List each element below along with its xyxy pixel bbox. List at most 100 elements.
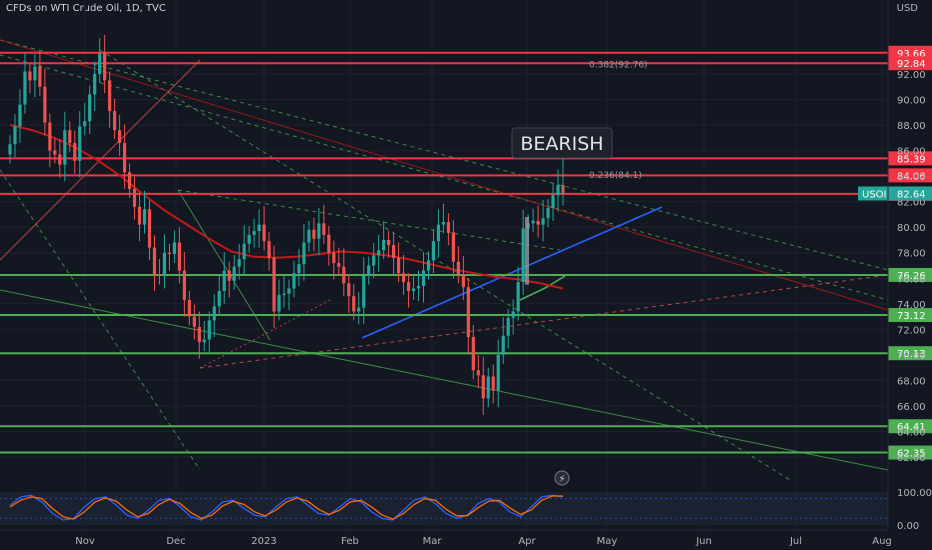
price-tick-label: 92.00: [897, 70, 926, 81]
misc: ⚡: [554, 470, 570, 486]
fibonacci-labels: 0.382(92.76) 0.236(84.1): [589, 60, 648, 181]
level-price-tag: [888, 151, 932, 166]
fib-level-label: 0.236(84.1): [589, 171, 642, 181]
price-tick-label: 72.00: [897, 325, 926, 336]
candle-body: [362, 275, 366, 308]
candle-body: [536, 220, 540, 225]
candle-body: [152, 247, 157, 275]
time-tick-label: Feb: [341, 536, 359, 547]
volume-gap-bar: [525, 216, 529, 285]
candle-body: [98, 53, 102, 74]
candle-body: [382, 239, 386, 251]
candle-body: [162, 252, 167, 276]
candle-body: [247, 234, 251, 244]
candle-body: [496, 354, 500, 391]
level-price-label: 73.12: [897, 311, 926, 322]
trendline: [0, 54, 889, 301]
candle-body: [516, 282, 520, 312]
price-tick-label: 78.00: [897, 249, 926, 260]
candle-body: [108, 80, 112, 111]
price-tick-label: 88.00: [897, 121, 926, 132]
candle-body: [287, 288, 291, 294]
candle-body: [127, 172, 132, 189]
candle-body: [132, 188, 137, 207]
level-price-label: 92.84: [897, 59, 926, 70]
price-tick-label: 84.00: [897, 172, 926, 183]
level-price-label: 70.13: [897, 349, 926, 360]
candle-body: [197, 326, 201, 343]
trendline: [99, 49, 791, 481]
candle-body: [63, 130, 67, 165]
candle-body: [436, 224, 441, 242]
candle-body: [551, 195, 555, 209]
price-tick-label: 62.00: [897, 453, 926, 464]
price-tick-label: 74.00: [897, 300, 926, 311]
candle-body: [312, 229, 316, 239]
candle-body: [28, 71, 32, 81]
candle-body: [83, 121, 87, 127]
candle-body: [466, 287, 470, 337]
candle-body: [327, 234, 331, 253]
candle-body: [182, 270, 186, 300]
candle-body: [292, 273, 296, 289]
candle-body: [337, 262, 341, 267]
candle-body: [172, 242, 177, 254]
time-tick-label: Dec: [166, 536, 185, 547]
trendline: [0, 39, 889, 271]
level-price-tag: [888, 308, 932, 323]
candle-body: [103, 53, 107, 81]
candle-body: [58, 154, 62, 165]
candle-body: [93, 73, 97, 95]
lightning-glyph: ⚡: [558, 474, 565, 485]
candle-body: [401, 273, 406, 283]
candle-body: [541, 218, 545, 225]
candle-body: [441, 222, 446, 225]
time-axis[interactable]: Nov Dec 2023 Feb Mar Apr May Jun Jul Aug: [0, 0, 892, 547]
candle-body: [167, 252, 172, 254]
candle-body: [411, 288, 416, 292]
candle-body: [342, 266, 346, 284]
candle-body: [282, 293, 286, 295]
candle-body: [13, 126, 17, 145]
level-price-tag: [888, 419, 932, 434]
candle-body: [511, 311, 515, 318]
trendline: [0, 289, 889, 471]
grid: [0, 0, 888, 530]
candle-body: [202, 339, 206, 343]
candle-body: [38, 66, 42, 87]
candle-body: [23, 71, 27, 105]
lightning-icon[interactable]: [554, 470, 570, 486]
level-price-tag: [888, 346, 932, 361]
candle-body: [53, 150, 57, 155]
time-tick-label: 2023: [251, 536, 276, 547]
chart-title: CFDs on WTI Crude Oil, 1D, TVC: [6, 3, 166, 14]
candle-body: [277, 294, 281, 312]
price-tick-label: 82.00: [897, 198, 926, 209]
candle-body: [352, 296, 356, 312]
candle-body: [147, 209, 152, 248]
candle-body: [372, 255, 376, 266]
moving-average: [9, 124, 564, 290]
candle-body: [207, 320, 211, 340]
price-axis-currency: USD: [896, 3, 918, 14]
candle-body: [118, 130, 122, 143]
candle-body: [222, 270, 226, 292]
symbol-label: USOIL: [862, 189, 892, 200]
candle-body: [461, 274, 465, 288]
price-tick-label: 76.00: [897, 274, 926, 285]
price-axis[interactable]: 93.6692.8485.3984.0682.6176.2673.1270.13…: [858, 45, 932, 464]
candle-body: [426, 260, 431, 271]
bearish-annotation: BEARISH: [511, 127, 613, 159]
candle-body: [232, 266, 236, 281]
candle-body: [8, 144, 12, 155]
level-price-tag: [888, 56, 932, 71]
candle-body: [416, 285, 421, 289]
price-tick-label: 68.00: [897, 376, 926, 387]
candle-body: [48, 122, 52, 151]
level-price-label: 93.66: [897, 49, 926, 60]
trendline: [0, 59, 201, 261]
candle-body: [421, 270, 426, 286]
horizontal-levels: [0, 51, 888, 454]
candle-body: [446, 222, 451, 233]
